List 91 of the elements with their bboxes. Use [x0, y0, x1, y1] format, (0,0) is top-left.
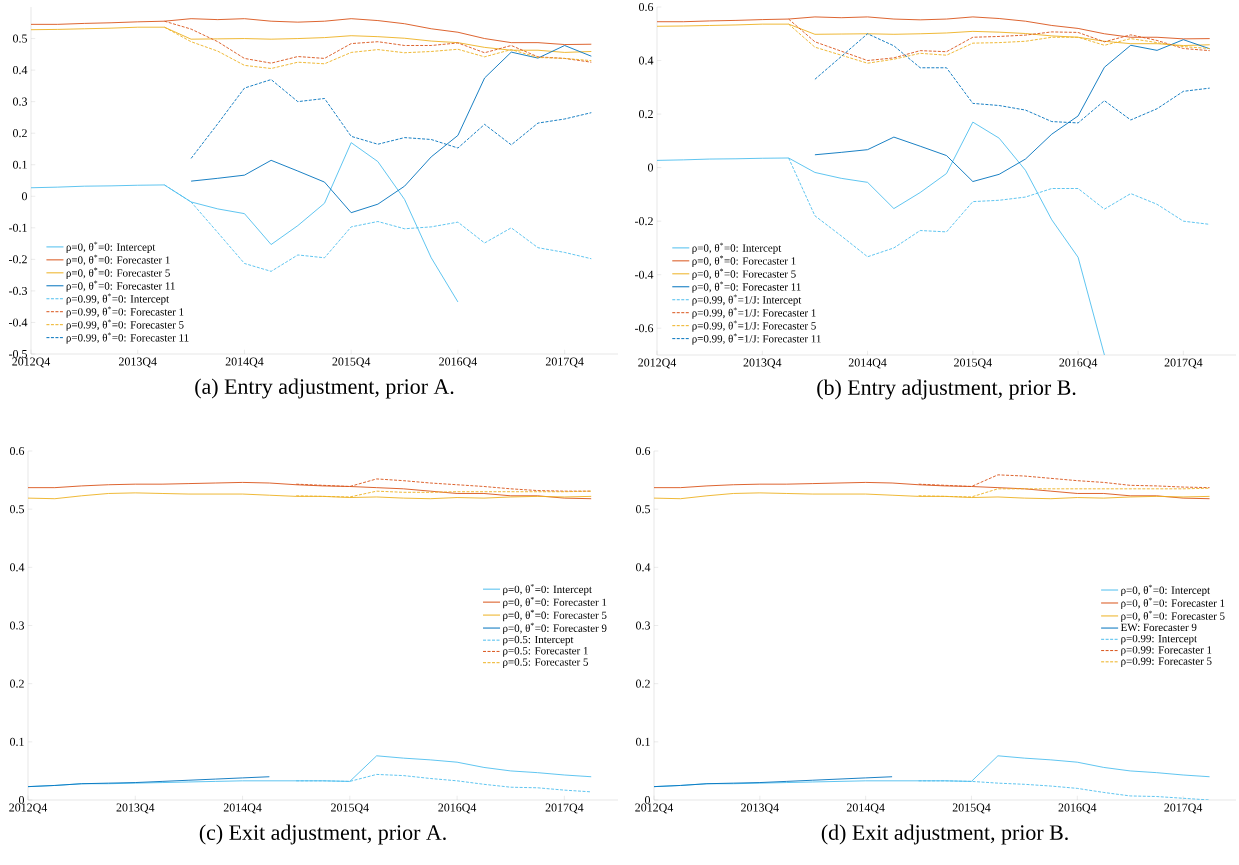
x-tick-label: 2014Q4	[223, 803, 262, 814]
y-tick-label: 0.2	[639, 110, 653, 119]
y-tick-label: -0.2	[635, 217, 653, 226]
legend-label: ρ=0, θ$^{*}$=0: Forecaster 1	[692, 255, 796, 267]
legend-label: ρ=0, θ$^{*}$=0: Intercept	[692, 242, 782, 254]
legend-label: ρ=0.99, θ$^{*}$=1/J: Forecaster 11	[692, 333, 821, 345]
y-tick-label: 0.5	[9, 505, 25, 514]
y-tick-label: 0.3	[636, 621, 651, 630]
y-tick-label: 0.1	[636, 737, 650, 746]
y-tick-label: 0.4	[9, 563, 25, 572]
legend-label: ρ=0.99, θ$^{*}$=1/J: Intercept	[692, 294, 802, 306]
x-tick-label: 2014Q4	[846, 803, 885, 814]
y-tick-label: 0.6	[636, 446, 651, 456]
text: (d) Exit adjustment, prior B.	[821, 824, 1068, 845]
x-tick-label: 2012Q4	[638, 358, 677, 369]
y-tick-label: -0.1	[8, 223, 27, 232]
x-tick-label: 2012Q4	[12, 357, 51, 368]
text: (c) Exit adjustment, prior A.	[199, 824, 446, 845]
y-tick-label: 0.4	[639, 56, 654, 65]
legend-label: ρ=0, θ$^{*}$=0: Forecaster 9	[503, 622, 607, 635]
line-series	[28, 481, 592, 500]
y-tick-label: -0.3	[8, 286, 28, 295]
legend-label: ρ=0.99: Forecaster 5	[1121, 657, 1212, 668]
x-tick-label: 2012Q4	[635, 803, 674, 814]
legend-label: ρ=0, θ$^{*}$=0: Forecaster 5	[692, 268, 796, 280]
legend-label: ρ=0, θ$^{*}$=0: Forecaster 1	[503, 596, 607, 609]
x-tick-label: 2017Q4	[545, 803, 584, 814]
legend-label: ρ=0, θ$^{*}$=0: Intercept	[503, 583, 592, 596]
y-tick-label: -0.2	[8, 255, 27, 264]
legend-label: ρ=0.99, θ$^{*}$=0: Forecaster 1	[66, 306, 184, 318]
x-tick-label: 2013Q4	[743, 358, 782, 369]
y-tick-label: 0.4	[636, 563, 651, 572]
legend-label: ρ=0.99, θ$^{*}$=0: Forecaster 11	[66, 332, 189, 344]
y-tick-label: -0.4	[8, 318, 28, 327]
x-tick-label: 2015Q4	[952, 803, 991, 814]
x-tick-label: 2016Q4	[1059, 358, 1098, 369]
legend-label: ρ=0.99: Forecaster 1	[1121, 646, 1212, 656]
legend-label: ρ=0, θ$^{*}$=0: Forecaster 11	[66, 280, 175, 292]
x-tick-label: 2016Q4	[439, 357, 477, 368]
y-tick-label: 0.2	[9, 679, 24, 688]
y-tick-label: 0	[647, 163, 654, 172]
x-tick-label: 2015Q4	[954, 358, 992, 369]
x-tick-label: 2015Q4	[332, 357, 371, 368]
legend-label: ρ=0.99, θ$^{*}$=1/J: Forecaster 5	[692, 320, 816, 332]
legend-label: ρ=0, θ$^{*}$=0: Forecaster 5	[503, 609, 607, 622]
legend-label: ρ=0, θ$^{*}$=0: Forecaster 1	[1121, 597, 1225, 610]
x-tick-label: 2016Q4	[1058, 803, 1097, 814]
x-tick-label: 2017Q4	[1164, 358, 1203, 369]
y-tick-label: 0.5	[636, 505, 651, 514]
legend-label: ρ=0.5: Forecaster 5	[503, 658, 588, 668]
legend-label: EW: Forecaster 9	[1120, 623, 1197, 632]
text: (a) Entry adjustment, prior A.	[195, 378, 454, 399]
legend-label: ρ=0.99: Intercept	[1121, 634, 1198, 645]
legend-label: ρ=0.5: Forecaster 1	[503, 647, 588, 657]
x-tick-label: 2013Q4	[119, 357, 157, 368]
y-tick-label: 0.1	[9, 737, 24, 746]
legend-label: ρ=0, θ$^{*}$=0: Intercept	[66, 241, 156, 253]
legend-label: ρ=0, θ$^{*}$=0: Forecaster 11	[692, 281, 801, 293]
y-tick-label: 0.1	[12, 160, 27, 169]
x-tick-label: 2014Q4	[848, 358, 887, 369]
y-tick-label: 0.3	[9, 621, 25, 630]
y-tick-label: 0.2	[12, 129, 27, 138]
legend-label: ρ=0, θ$^{*}$=0: Forecaster 5	[1121, 610, 1225, 623]
x-tick-label: 2012Q4	[9, 803, 48, 814]
y-tick-label: 0.6	[9, 446, 25, 456]
legend-label: ρ=0.5: Intercept	[503, 635, 574, 646]
y-tick-label: 0	[21, 192, 28, 201]
line-series	[190, 45, 592, 214]
x-tick-label: 2016Q4	[438, 803, 477, 814]
y-tick-label: 0.5	[12, 34, 28, 43]
x-tick-label: 2017Q4	[1164, 803, 1203, 814]
legend-label: ρ=0, θ$^{*}$=0: Forecaster 1	[66, 254, 170, 266]
line-series	[28, 776, 270, 788]
x-tick-label: 2013Q4	[116, 803, 155, 814]
y-tick-label: 0.3	[12, 97, 28, 106]
legend-label: ρ=0.99, θ$^{*}$=1/J: Forecaster 1	[692, 307, 816, 319]
x-tick-label: 2015Q4	[331, 803, 369, 814]
y-tick-label: -0.6	[635, 324, 654, 333]
text: (b) Entry adjustment, prior B.	[817, 379, 1076, 400]
y-tick-label: 0.6	[639, 2, 654, 12]
legend-label: ρ=0, θ$^{*}$=0: Forecaster 5	[66, 267, 170, 279]
y-tick-label: -0.4	[635, 270, 654, 279]
legend-label: ρ=0.99, θ$^{*}$=0: Intercept	[66, 293, 170, 305]
x-tick-label: 2017Q4	[545, 357, 584, 368]
x-tick-label: 2013Q4	[741, 803, 779, 814]
y-tick-label: 0.4	[12, 66, 28, 75]
legend-label: ρ=0, θ$^{*}$=0: Intercept	[1121, 584, 1211, 597]
y-tick-label: 0.2	[636, 679, 650, 688]
y-tick-label: -0.5	[8, 349, 28, 359]
x-tick-label: 2014Q4	[225, 357, 264, 368]
legend-label: ρ=0.99, θ$^{*}$=0: Forecaster 5	[66, 319, 184, 331]
